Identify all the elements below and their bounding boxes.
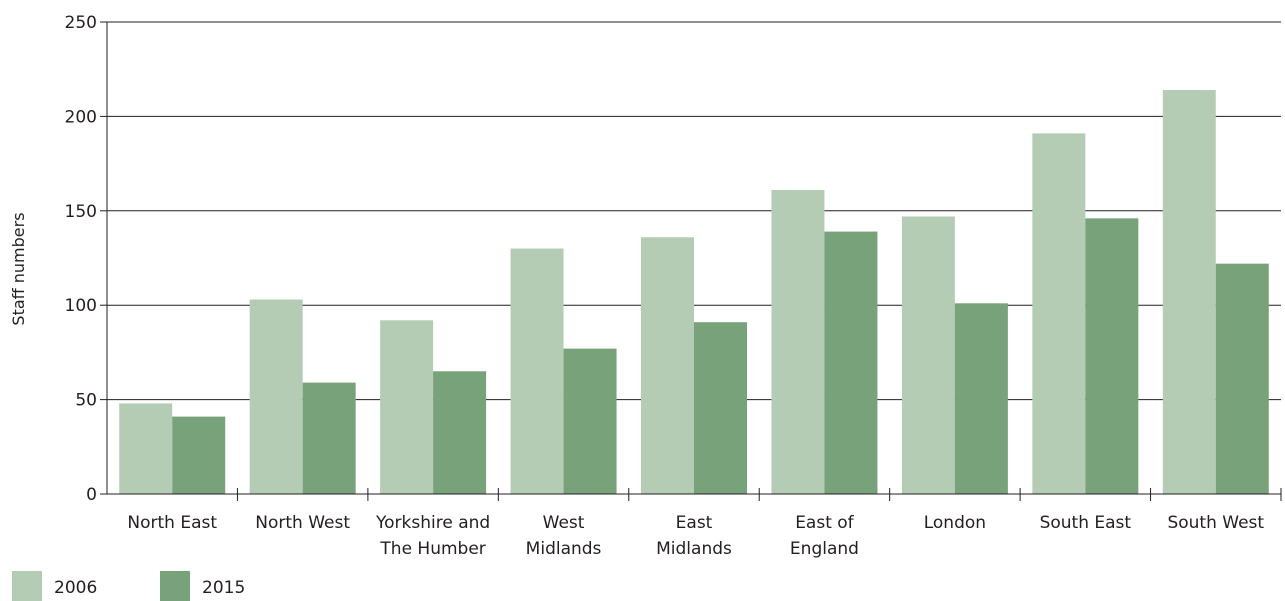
- x-tick-label: London: [924, 513, 986, 533]
- x-tick-label: Midlands: [526, 539, 602, 559]
- y-tick-label: 150: [65, 202, 97, 222]
- legend-label-2015: 2015: [202, 578, 245, 598]
- x-tick-label: South East: [1040, 513, 1132, 533]
- bar-2006-4: [641, 237, 694, 494]
- x-tick-label: South West: [1167, 513, 1264, 533]
- bars: [119, 89, 1269, 495]
- y-tick-label: 0: [86, 485, 97, 505]
- x-tick-label: England: [790, 539, 859, 559]
- legend-label-2006: 2006: [54, 578, 97, 598]
- bar-2015-2: [433, 371, 487, 494]
- x-tick-label: North West: [255, 513, 350, 533]
- bar-2006-0: [119, 403, 173, 494]
- bar-2015-4: [694, 322, 747, 494]
- bar-2015-7: [1085, 218, 1139, 495]
- legend-swatch-2015: [160, 571, 190, 601]
- y-tick-label: 100: [65, 296, 97, 316]
- x-axis: [107, 488, 1282, 501]
- bar-2006-8: [1162, 89, 1216, 494]
- legend-swatch-2006: [12, 571, 42, 601]
- bar-2015-8: [1215, 263, 1269, 494]
- bar-2006-5: [771, 190, 825, 495]
- y-axis-ticks: 0 50 100 150 200 250: [65, 13, 108, 505]
- bar-2015-5: [824, 231, 878, 494]
- bar-2006-3: [510, 248, 564, 494]
- y-axis-title: Staff numbers: [9, 212, 28, 325]
- x-tick-label: West: [543, 513, 585, 533]
- bar-2015-6: [954, 303, 1008, 494]
- legend: 2006 2015: [12, 571, 245, 601]
- bar-2015-0: [172, 416, 226, 494]
- x-tick-label: Yorkshire and: [375, 513, 490, 533]
- x-tick-label: East of: [795, 513, 854, 533]
- y-tick-label: 50: [75, 391, 97, 411]
- bar-2015-3: [563, 348, 617, 494]
- bar-2006-1: [249, 299, 303, 494]
- x-axis-labels: North East North West Yorkshire and The Hum…: [127, 513, 1264, 559]
- bar-2015-1: [302, 382, 356, 494]
- x-tick-label: The Humber: [379, 539, 485, 559]
- bar-2006-7: [1032, 133, 1086, 494]
- y-tick-label: 200: [65, 107, 97, 127]
- x-tick-label: East: [676, 513, 713, 533]
- bar-2006-6: [901, 216, 955, 495]
- bar-2006-2: [380, 320, 434, 494]
- y-tick-label: 250: [65, 13, 97, 33]
- x-tick-label: Midlands: [656, 539, 732, 559]
- x-tick-label: North East: [127, 513, 217, 533]
